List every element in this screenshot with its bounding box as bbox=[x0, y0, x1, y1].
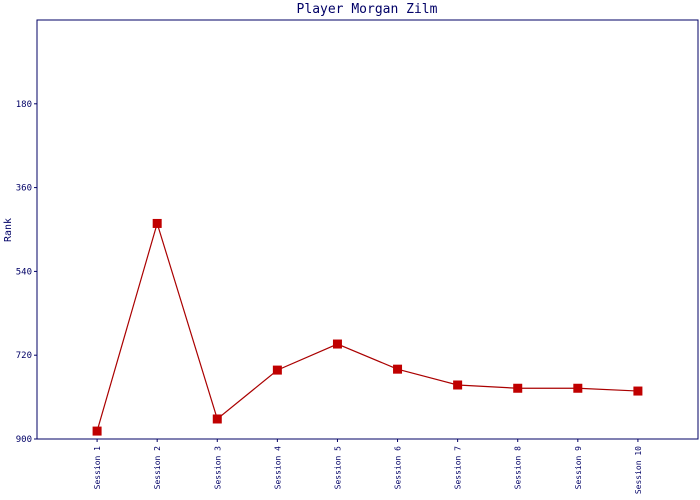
y-tick-label: 540 bbox=[16, 267, 32, 277]
marker bbox=[92, 426, 102, 436]
marker bbox=[453, 380, 463, 390]
x-tick-label: Session 2 bbox=[153, 446, 162, 490]
marker bbox=[272, 365, 282, 375]
x-tick-label: Session 1 bbox=[93, 446, 102, 490]
y-axis-label: Rank bbox=[3, 218, 14, 242]
x-tick-label: Session 4 bbox=[273, 446, 282, 490]
x-tick-label: Session 7 bbox=[454, 446, 463, 490]
y-tick-label: 180 bbox=[16, 100, 32, 110]
marker bbox=[152, 218, 162, 228]
line bbox=[96, 221, 638, 432]
y-tick-label: 720 bbox=[16, 351, 32, 361]
x-tick-label: Session 8 bbox=[514, 446, 523, 490]
x-tick-label: Session 6 bbox=[394, 446, 403, 490]
x-tick-label: Session 3 bbox=[213, 446, 222, 490]
x-tick-label: Session 10 bbox=[634, 446, 643, 494]
y-tick-label: 360 bbox=[16, 184, 32, 194]
marker bbox=[212, 414, 222, 424]
x-tick-label: Session 9 bbox=[574, 446, 583, 490]
x-tick-label: Session 5 bbox=[333, 446, 342, 490]
marker bbox=[633, 386, 643, 396]
plot-frame bbox=[36, 19, 699, 440]
marker bbox=[573, 383, 583, 393]
chart-title: Player Morgan Zilm bbox=[297, 2, 438, 17]
marker bbox=[513, 383, 523, 393]
y-tick-label: 900 bbox=[16, 435, 32, 445]
marker bbox=[393, 364, 403, 374]
marker bbox=[332, 339, 342, 349]
